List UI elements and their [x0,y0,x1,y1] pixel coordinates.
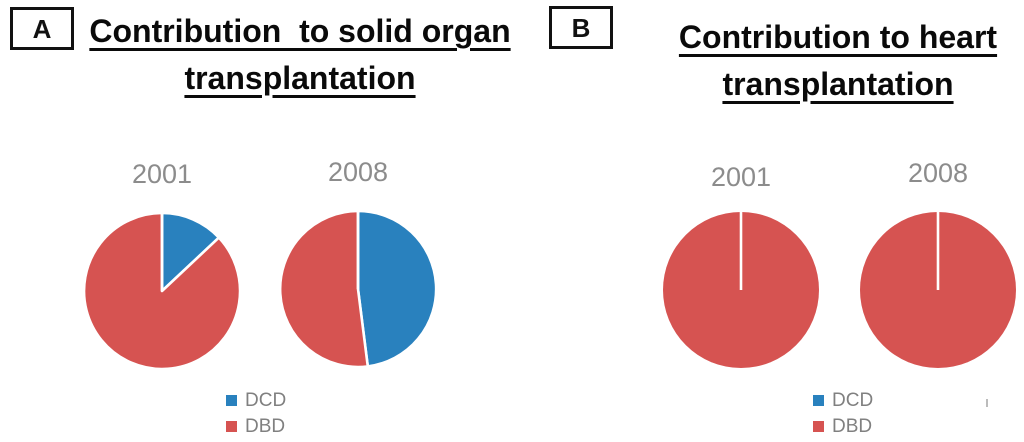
panel-a-title: Contribution to solid organ transplantat… [70,8,530,102]
panel-b-title: Contribution to heart transplantation [632,14,1024,108]
pie-chart-b-2008 [860,212,1016,368]
legend-row-dcd: DCD [226,390,286,411]
legend-row-dbd: DBD [226,416,286,437]
dbd-swatch-icon [813,421,824,432]
panel-b-title-line1: Contribution to heart [678,19,998,55]
panel-b-label-box: B [549,6,613,49]
dcd-legend-label: DCD [832,390,874,411]
pie-a-2008-year-label: 2008 [327,157,389,187]
stray-tick-mark [986,399,988,407]
dcd-swatch-icon [226,395,237,406]
panel-a-letter: A [32,13,52,44]
panel-b-title-line2: transplantation [722,66,954,102]
pie-chart-a-2001 [82,211,242,371]
panel-a-label-box: A [10,7,74,50]
pie-a-2001-year-label: 2001 [131,159,193,189]
legend-row-dcd: DCD [813,390,873,411]
dcd-swatch-icon [813,395,824,406]
pie-chart-b-2001 [663,212,819,368]
legend-row-dbd: DBD [813,416,873,437]
panel-b-legend: DCD DBD [813,390,873,437]
panel-b-letter: B [571,12,591,43]
pie-b-2008-year-label: 2008 [907,158,969,188]
pie-b-2001-year-label: 2001 [710,162,772,192]
dbd-swatch-icon [226,421,237,432]
dcd-legend-label: DCD [245,390,287,411]
panel-a-title-line1: Contribution to solid organ [89,13,511,49]
panel-a-legend: DCD DBD [226,390,286,437]
dbd-legend-label: DBD [245,416,286,437]
dbd-legend-label: DBD [832,416,873,437]
panel-a-title-line2: transplantation [184,60,416,96]
pie-chart-a-2008 [278,209,438,369]
